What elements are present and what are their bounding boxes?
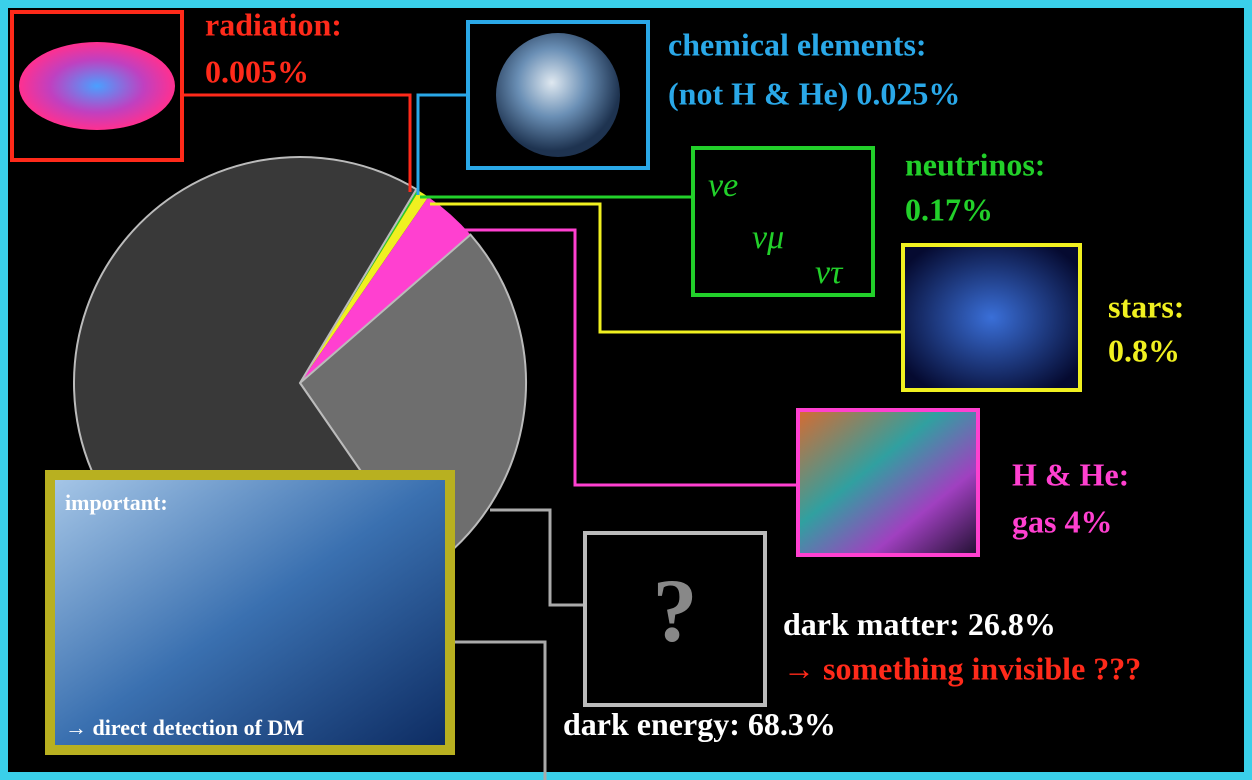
annotation: → something invisible ??? (783, 650, 1141, 686)
important-box (45, 470, 455, 755)
pie-slice (300, 190, 429, 383)
annotation: important: (65, 490, 168, 515)
connector (430, 202, 903, 334)
connector (462, 228, 798, 487)
earth-image (496, 33, 620, 157)
category-name: chemical elements: (668, 26, 927, 62)
neutrino-box (691, 146, 875, 297)
cmb-image (19, 42, 175, 130)
category-name: radiation: (205, 6, 342, 42)
neutrino-symbol: ντ (815, 254, 844, 291)
category-name: dark matter: (783, 606, 960, 642)
category-label: dark energy: 68.3% (563, 706, 836, 742)
pie-slice (300, 196, 471, 383)
value-label: 0.8% (1108, 332, 1180, 368)
neutrino-symbol: νμ (752, 219, 784, 256)
dark-matter-box (583, 531, 767, 707)
category-name: H & He: (1012, 456, 1129, 492)
category-name: neutrinos: (905, 146, 1045, 182)
value-label: 0.005% (205, 53, 309, 89)
category-name: dark energy: (563, 706, 740, 742)
annotation: → direct detection of DM (65, 715, 304, 740)
labels: radiation: 0.005% chemical elements: (not H… (65, 6, 1184, 742)
annotation: ? (653, 562, 698, 661)
value-label: gas 4% (1012, 503, 1112, 539)
connector (183, 93, 412, 192)
connectors (183, 93, 903, 780)
connector (490, 508, 585, 607)
value-label: 0.17% (905, 191, 993, 227)
neutrino-symbol: νe (708, 167, 738, 204)
connector (416, 93, 468, 195)
connector (455, 640, 547, 780)
value-label: (not H & He) 0.025% (668, 75, 960, 111)
gas-box (796, 408, 980, 557)
value-label: 26.8% (968, 606, 1056, 642)
stars-box (901, 243, 1082, 392)
value-label: 68.3% (748, 706, 836, 742)
category-label: dark matter: 26.8% (783, 606, 1056, 642)
category-name: stars: (1108, 288, 1184, 324)
pie-slice (298, 233, 527, 571)
